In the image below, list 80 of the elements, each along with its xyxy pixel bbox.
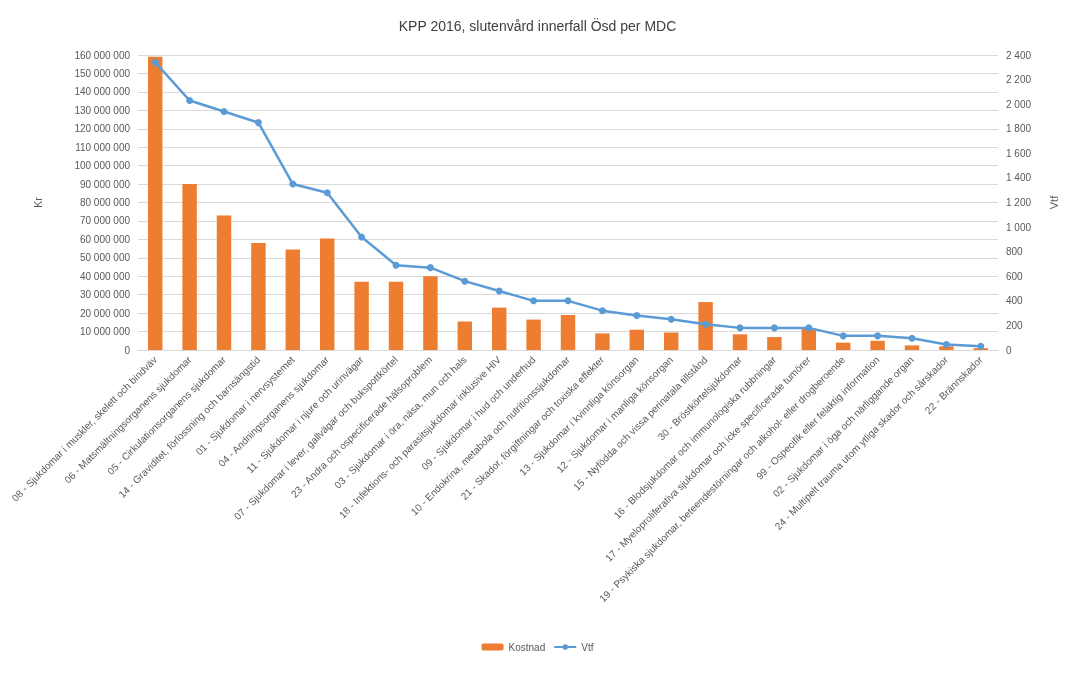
bar <box>285 249 301 350</box>
bar <box>629 329 645 350</box>
y-tick-label: 90 000 000 <box>79 178 131 190</box>
y2-tick-label: 200 <box>1006 319 1024 331</box>
point <box>667 315 675 323</box>
bar <box>560 314 576 350</box>
point <box>186 96 194 104</box>
point <box>770 324 778 332</box>
point <box>530 297 538 305</box>
point <box>977 342 985 350</box>
bar <box>595 333 610 350</box>
bar <box>904 345 920 350</box>
y-tick-label: 70 000 000 <box>79 215 131 227</box>
chart-title: KPP 2016, slutenvård innerfall Ösd per MDC <box>398 17 677 34</box>
point <box>289 180 297 188</box>
point <box>461 277 469 285</box>
point <box>839 332 847 340</box>
bar <box>319 238 335 350</box>
point <box>942 340 950 348</box>
y2-tick-label: 1 200 <box>1006 197 1032 208</box>
y-tick-label: 60 000 000 <box>79 233 131 245</box>
point <box>702 320 710 328</box>
bar <box>182 184 197 350</box>
y2-tick-label: 600 <box>1006 270 1024 282</box>
point <box>805 324 813 332</box>
bar <box>698 302 713 350</box>
y2-tick-label: 1 800 <box>1006 123 1032 135</box>
point <box>254 119 262 127</box>
bar <box>801 328 817 350</box>
y-tick-label: 40 000 000 <box>79 270 131 282</box>
y-tick-label: 80 000 000 <box>79 197 131 208</box>
point <box>220 108 228 116</box>
y-tick-label: 0 <box>124 344 131 356</box>
y2-tick-label: 1 400 <box>1006 172 1032 184</box>
legend-label: Kostnad <box>508 641 546 653</box>
y2-tick-label: 0 <box>1006 344 1012 356</box>
y-tick-label: 10 000 000 <box>79 326 131 338</box>
bar <box>457 321 473 350</box>
y-axis-title: Kr <box>31 196 44 208</box>
y-tick-label: 160 000 000 <box>74 49 131 61</box>
point <box>908 334 916 342</box>
y-tick-label: 130 000 000 <box>74 104 131 116</box>
y-tick-label: 120 000 000 <box>74 123 131 135</box>
point <box>598 307 606 315</box>
point <box>495 287 503 295</box>
y2-tick-label: 800 <box>1006 246 1024 258</box>
point <box>151 58 159 66</box>
bar <box>147 56 163 350</box>
y-tick-label: 20 000 000 <box>79 307 131 319</box>
bar <box>491 307 507 350</box>
point <box>874 332 882 340</box>
bar <box>870 340 885 350</box>
bar <box>423 276 438 350</box>
bar <box>354 281 369 350</box>
y2-axis-title: Vtf <box>1047 194 1060 210</box>
y2-tick-label: 2 200 <box>1006 74 1032 86</box>
y-tick-label: 30 000 000 <box>79 289 131 301</box>
y-tick-label: 100 000 000 <box>74 160 131 172</box>
y2-tick-label: 400 <box>1006 295 1024 307</box>
bar <box>251 243 266 350</box>
y2-tick-label: 1 600 <box>1006 147 1032 159</box>
point <box>426 264 434 272</box>
y2-tick-label: 2 000 <box>1006 98 1032 110</box>
bar <box>526 319 541 350</box>
legend-label: Vtf <box>581 641 594 653</box>
y-tick-label: 50 000 000 <box>79 252 131 264</box>
bar <box>835 342 851 350</box>
point <box>323 189 331 197</box>
point <box>358 233 366 241</box>
bar <box>216 215 232 350</box>
point <box>633 312 641 320</box>
bar <box>663 332 679 350</box>
y-tick-label: 110 000 000 <box>75 141 131 153</box>
y2-tick-label: 2 400 <box>1006 49 1032 61</box>
y-tick-label: 140 000 000 <box>74 86 131 98</box>
bar <box>388 281 404 350</box>
y2-tick-label: 1 000 <box>1006 221 1032 233</box>
y-tick-label: 150 000 000 <box>74 67 131 79</box>
bar <box>732 334 748 350</box>
bar <box>767 337 782 350</box>
